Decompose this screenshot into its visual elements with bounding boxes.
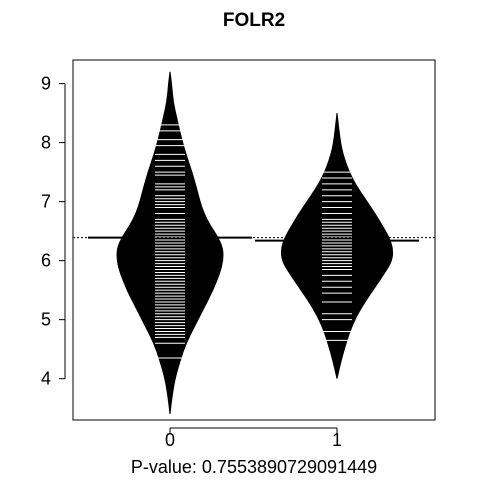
x-axis-label: P-value: 0.7553890729091449	[131, 457, 377, 477]
y-tick-label: 6	[41, 251, 51, 271]
y-tick-label: 9	[41, 74, 51, 94]
y-axis: 4 5 6 7 8 9	[41, 74, 66, 389]
bean-1	[255, 113, 419, 379]
y-tick-label: 7	[41, 192, 51, 212]
x-tick-label: 0	[165, 430, 175, 450]
y-tick-label: 4	[41, 369, 51, 389]
beans-layer	[88, 71, 419, 415]
plot-frame	[72, 59, 436, 421]
x-tick-label: 1	[332, 430, 342, 450]
y-tick-label: 5	[41, 310, 51, 330]
bean-0	[88, 71, 252, 415]
chart-title: FOLR2	[223, 10, 285, 31]
y-tick-label: 8	[41, 133, 51, 153]
